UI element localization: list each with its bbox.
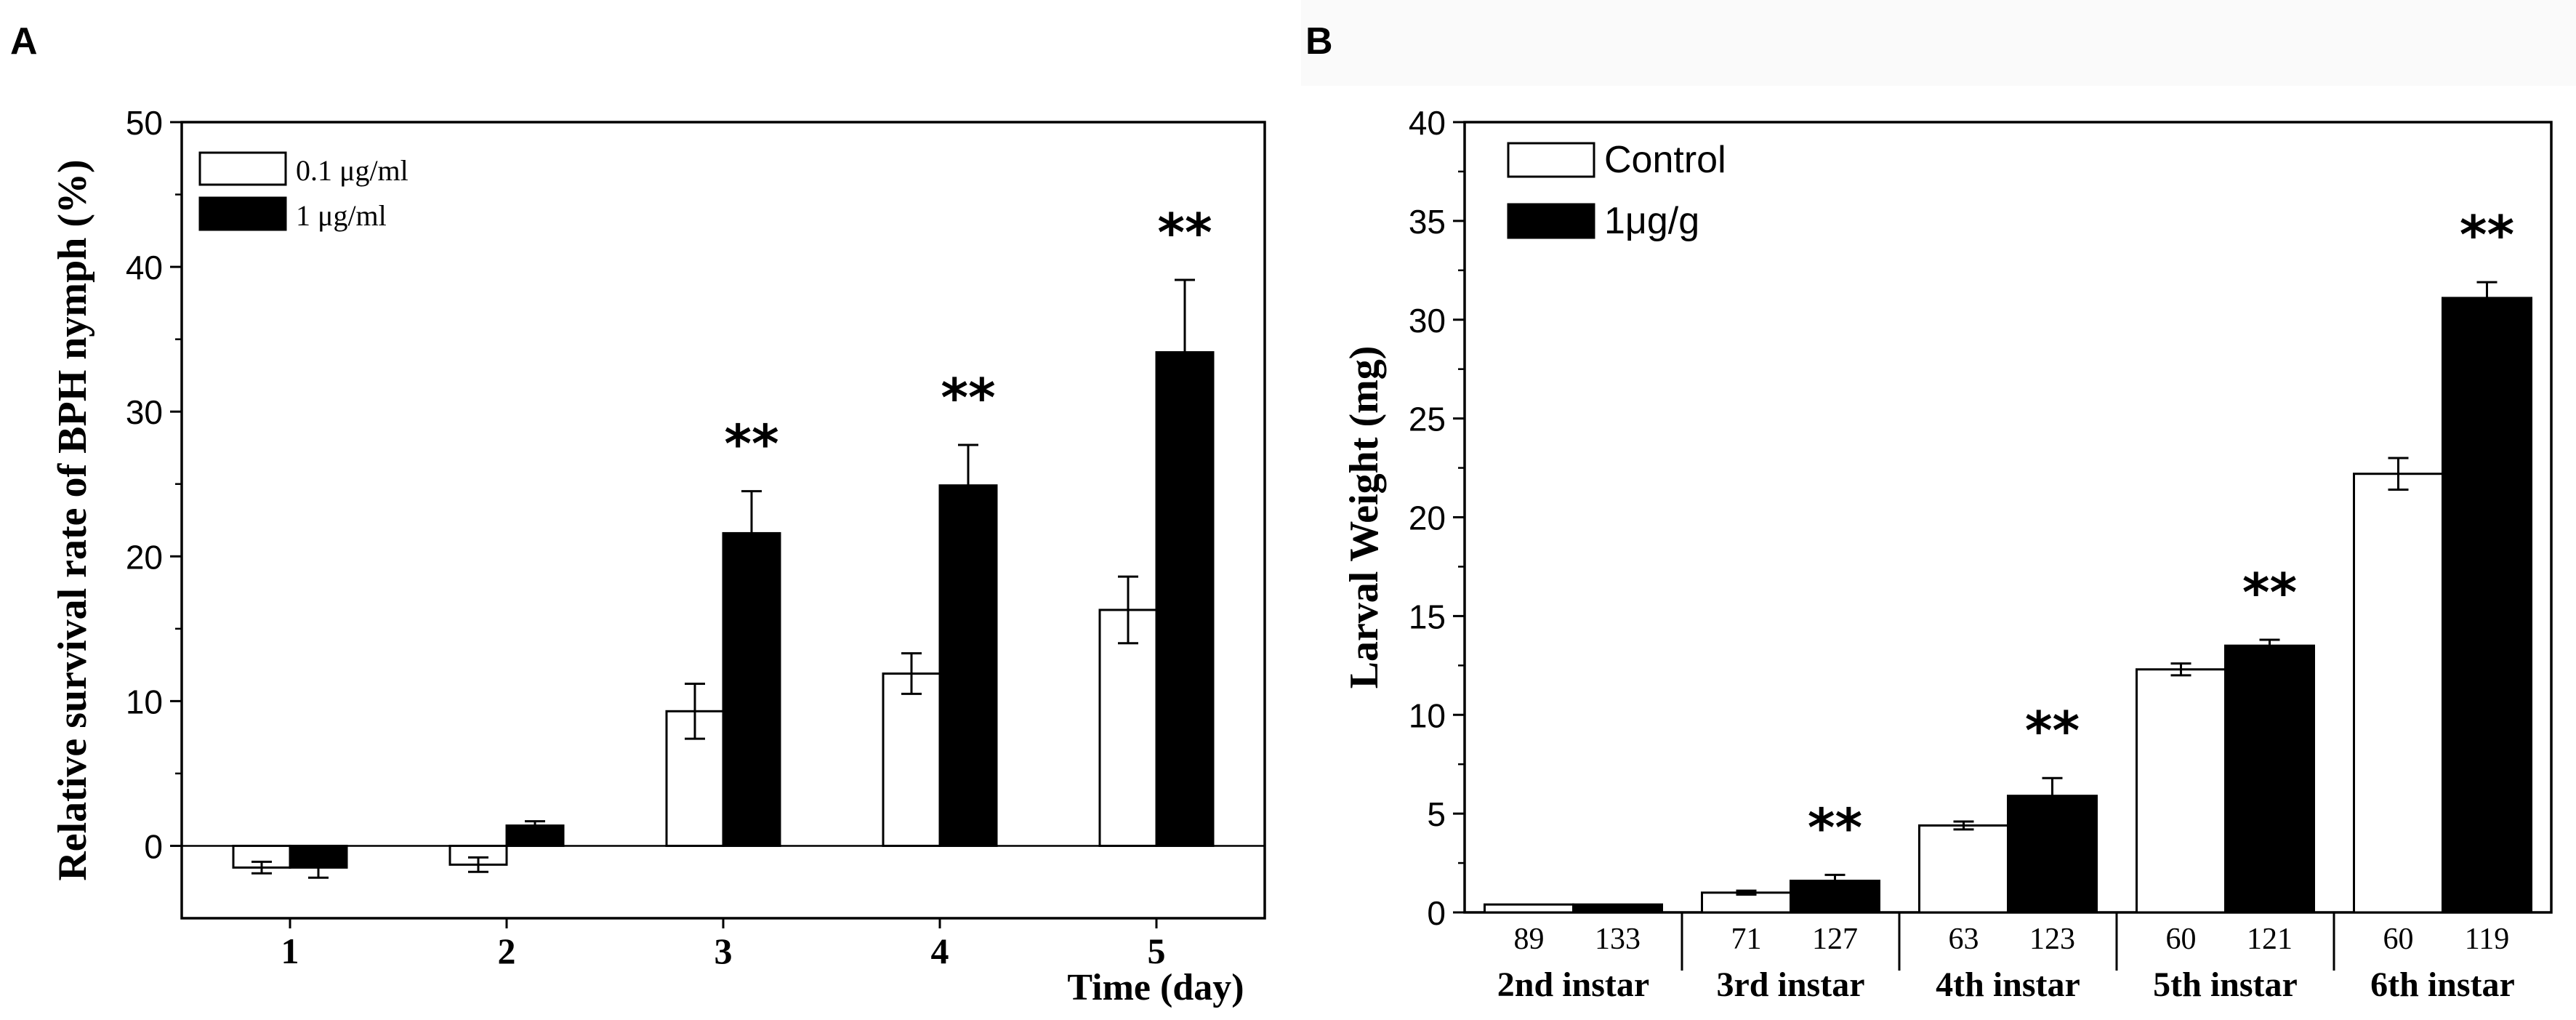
legend-swatch <box>1507 142 1595 178</box>
sample-count-label: 133 <box>1595 923 1641 956</box>
x-tick-label: 2 <box>498 931 516 971</box>
legend-label: Control <box>1604 139 1726 181</box>
significance-marker: ** <box>2025 700 2080 761</box>
bar-series1 <box>1701 891 1792 914</box>
y-tick-label: 35 <box>1409 203 1446 241</box>
x-tick-label: 5th instar <box>2153 965 2298 1004</box>
y-tick-label: 25 <box>1409 401 1446 438</box>
sample-count-label: 60 <box>2383 923 2414 956</box>
y-tick-label: 40 <box>126 249 163 286</box>
legend-label: 1μg/g <box>1604 200 1699 242</box>
y-tick-label: 0 <box>144 827 163 865</box>
bar-series1 <box>2353 473 2444 914</box>
bar-series2 <box>2442 297 2532 914</box>
x-tick-label: 4th instar <box>1936 965 2080 1004</box>
x-axis-label: Time (day) <box>1067 967 1244 1008</box>
sample-count-label: 89 <box>1514 923 1545 956</box>
bar-series2 <box>1572 903 1663 914</box>
sample-count-label: 119 <box>2465 923 2509 956</box>
bar-series2 <box>938 484 998 847</box>
x-tick-label: 6th instar <box>2370 965 2515 1004</box>
sample-count-label: 123 <box>2029 923 2075 956</box>
y-tick-label: 15 <box>1409 598 1446 635</box>
legend-swatch <box>1507 203 1595 239</box>
significance-marker: ** <box>2460 204 2514 265</box>
significance-marker: ** <box>941 367 995 428</box>
y-tick-label: 10 <box>126 683 163 720</box>
bar-series2 <box>2224 644 2315 914</box>
x-tick-label: 1 <box>281 931 299 971</box>
y-tick-label: 0 <box>1427 894 1446 932</box>
sample-count-label: 60 <box>2166 923 2197 956</box>
legend-swatch <box>198 151 287 186</box>
x-tick-label: 3rd instar <box>1717 965 1865 1004</box>
panel-b-letter: B <box>1305 20 1333 63</box>
bar-series2 <box>1155 351 1215 847</box>
significance-marker: ** <box>1808 797 1862 858</box>
y-axis-label: Relative survival rate of BPH nymph (%) <box>50 159 95 880</box>
y-tick-label: 50 <box>126 104 163 142</box>
panel-a-letter: A <box>10 20 38 63</box>
sample-count-label: 121 <box>2247 923 2293 956</box>
chart-a: 0 10 20 30 40 50 1 2 3 4 5 ** ** ** 0.1 μg/ml 1 μg/ml Re… <box>50 104 1266 1008</box>
y-axis-label: Larval Weight (mg) <box>1342 346 1387 689</box>
x-tick-label: 2nd instar <box>1497 965 1649 1004</box>
legend-swatch <box>198 196 287 231</box>
sample-count-label: 63 <box>1949 923 1979 956</box>
bar-series1 <box>1918 824 2009 914</box>
bar-series2 <box>722 531 781 847</box>
y-tick-label: 30 <box>126 393 163 431</box>
x-tick-label: 3 <box>715 931 733 971</box>
bar-series1 <box>1098 609 1158 847</box>
y-tick-label: 30 <box>1409 302 1446 340</box>
y-tick-label: 20 <box>1409 499 1446 537</box>
x-tick-label: 5 <box>1148 931 1166 971</box>
y-tick-label: 5 <box>1427 795 1446 833</box>
significance-marker: ** <box>2242 562 2297 623</box>
legend-label: 1 μg/ml <box>296 199 387 232</box>
sample-count-label: 127 <box>1812 923 1858 956</box>
bar-series1 <box>2136 668 2226 914</box>
panel-b-backdrop <box>1301 0 2576 86</box>
y-tick-label: 40 <box>1409 104 1446 142</box>
bar-series1 <box>1484 903 1574 914</box>
sample-count-label: 71 <box>1731 923 1762 956</box>
legend-label: 0.1 μg/ml <box>296 154 408 187</box>
y-tick-label: 10 <box>1409 696 1446 734</box>
significance-marker: ** <box>724 414 778 475</box>
chart-b: 0 5 10 15 20 25 30 35 40 89 133 2nd instar 71 127 3rd … <box>1342 104 2553 1004</box>
bar-series2 <box>2007 795 2098 914</box>
significance-marker: ** <box>1157 202 1212 263</box>
x-tick-label: 4 <box>931 931 949 971</box>
bar-series1 <box>882 672 941 847</box>
y-tick-label: 20 <box>126 538 163 576</box>
